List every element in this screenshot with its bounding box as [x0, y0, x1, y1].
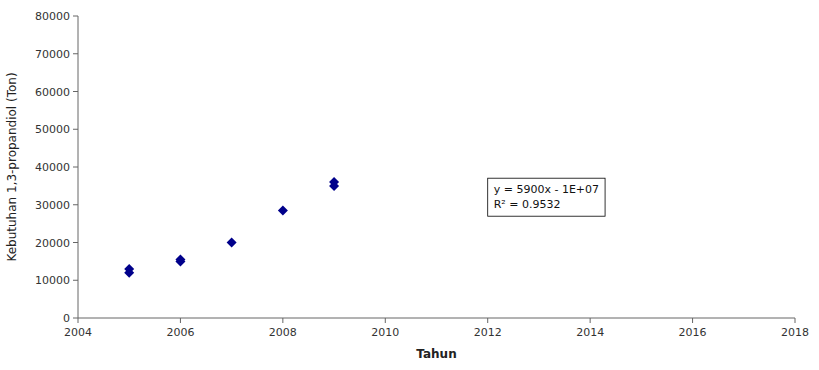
x-tick-label: 2018: [781, 326, 809, 339]
y-tick-label: 0: [63, 312, 70, 325]
y-axis-title: Kebutuhan 1,3-propandiol (Ton): [5, 72, 19, 261]
y-tick: [73, 167, 78, 168]
x-axis-line: [78, 318, 795, 319]
x-tick-label: 2012: [474, 326, 502, 339]
y-tick-label: 30000: [35, 199, 70, 212]
data-point: [329, 181, 339, 191]
y-tick: [73, 242, 78, 243]
annotation: y = 5900x - 1E+07 R² = 0.9532: [488, 178, 605, 216]
y-tick: [73, 53, 78, 54]
y-tick: [73, 204, 78, 205]
data-point: [175, 256, 185, 266]
annotation-text: y = 5900x - 1E+07: [494, 183, 599, 196]
x-tick: [282, 318, 283, 323]
x-tick: [795, 318, 796, 323]
y-tick-label: 60000: [35, 86, 70, 99]
y-tick-label: 40000: [35, 161, 70, 174]
y-tick: [73, 318, 78, 319]
chart-svg: 2004 2006 2008 2010 2012 2014 2016 2018 0 10000 20…: [0, 0, 819, 370]
y-tick-label: 80000: [35, 10, 70, 23]
x-tick: [590, 318, 591, 323]
x-tick: [385, 318, 386, 323]
y-tick-label: 10000: [35, 274, 70, 287]
y-tick-label: 70000: [35, 48, 70, 61]
y-tick-label: 50000: [35, 123, 70, 136]
y-tick: [73, 16, 78, 17]
y-tick: [73, 91, 78, 92]
annotation-box: [488, 178, 605, 216]
x-tick: [180, 318, 181, 323]
x-tick-label: 2008: [269, 326, 297, 339]
x-tick-label: 2016: [679, 326, 707, 339]
chart-container: 2004 2006 2008 2010 2012 2014 2016 2018 0 10000 20…: [0, 0, 819, 370]
x-axis-title: Tahun: [416, 347, 456, 361]
annotation-text: R² = 0.9532: [494, 198, 561, 211]
plot-area: [124, 177, 339, 278]
y-tick-label: 20000: [35, 237, 70, 250]
x-tick-label: 2006: [166, 326, 194, 339]
data-point: [278, 205, 288, 215]
y-tick: [73, 129, 78, 130]
x-tick-label: 2004: [64, 326, 92, 339]
data-point: [227, 238, 237, 248]
x-tick: [487, 318, 488, 323]
x-tick: [692, 318, 693, 323]
x-tick: [78, 318, 79, 323]
x-tick-label: 2014: [576, 326, 604, 339]
data-point: [124, 268, 134, 278]
y-tick: [73, 280, 78, 281]
x-tick-label: 2010: [371, 326, 399, 339]
